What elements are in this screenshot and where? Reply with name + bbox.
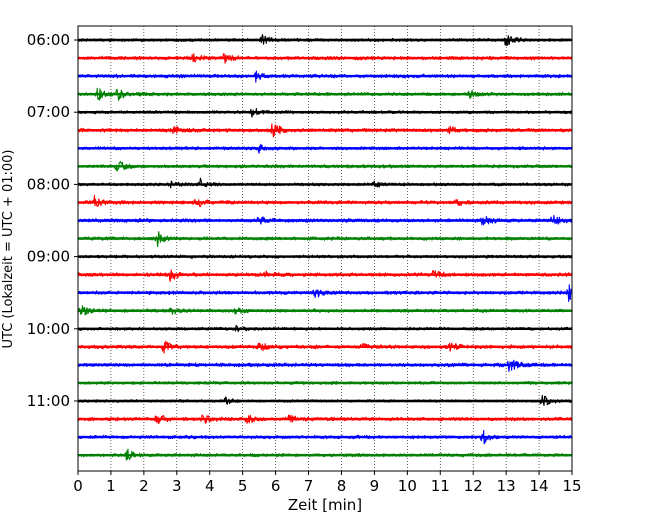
y-tick-label-1100: 11:00 (27, 392, 70, 410)
x-tick-label-3: 3 (172, 477, 182, 495)
x-tick-label-4: 4 (205, 477, 215, 495)
x-tick-label-7: 7 (304, 477, 314, 495)
y-tick-label-0700: 07:00 (27, 103, 70, 121)
x-tick-label-10: 10 (398, 477, 417, 495)
y-tick-label-0900: 09:00 (27, 248, 70, 266)
x-tick-label-6: 6 (271, 477, 281, 495)
plot-frame (77, 25, 573, 472)
y-axis-ticks: 06:00 07:00 08:00 09:00 10:00 11:00 (27, 31, 78, 410)
x-axis-ticks: 0 1 2 3 4 5 6 7 8 9 10 11 12 13 14 15 (73, 471, 582, 495)
x-tick-label-15: 15 (562, 477, 581, 495)
x-tick-label-11: 11 (431, 477, 450, 495)
y-tick-label-1000: 10:00 (27, 320, 70, 338)
trace-0915 (77, 269, 573, 283)
traces (77, 34, 573, 461)
x-tick-label-13: 13 (497, 477, 516, 495)
x-tick-label-5: 5 (238, 477, 248, 495)
x-tick-label-0: 0 (73, 477, 83, 495)
x-tick-label-1: 1 (106, 477, 116, 495)
x-axis-label: Zeit [min] (288, 496, 362, 514)
x-tick-label-14: 14 (530, 477, 549, 495)
x-tick-label-2: 2 (139, 477, 149, 495)
y-axis-label: UTC (Lokalzeit = UTC + 01:00) (1, 150, 16, 349)
x-tick-label-8: 8 (337, 477, 347, 495)
x-tick-label-12: 12 (464, 477, 483, 495)
y-tick-label-0600: 06:00 (27, 31, 70, 49)
x-tick-label-9: 9 (370, 477, 380, 495)
y-tick-label-0800: 08:00 (27, 175, 70, 193)
